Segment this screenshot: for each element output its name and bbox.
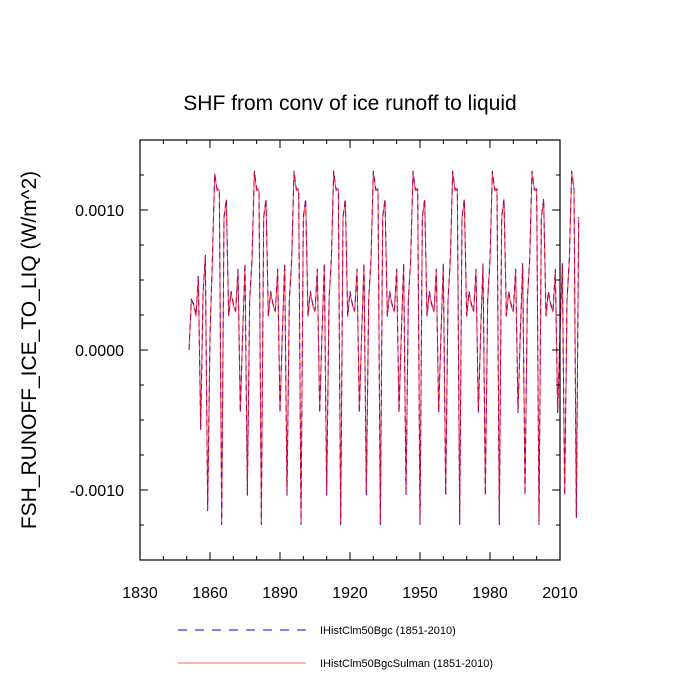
x-tick-label: 1860 <box>192 585 228 602</box>
legend-label: IHistClm50Bgc (1851-2010) <box>320 625 456 637</box>
x-axis: 1830 1860 1890 1920 1950 1980 2010 <box>122 140 578 602</box>
chart-title: SHF from conv of ice runoff to liquid <box>183 92 516 115</box>
series-line-2 <box>188 172 580 524</box>
x-tick-label: 1920 <box>332 585 368 602</box>
y-axis-label: FSH_RUNOFF_ICE_TO_LIQ (W/m^2) <box>18 171 41 529</box>
legend-label: IHistClm50BgcSulman (1851-2010) <box>320 658 493 670</box>
x-tick-label: 1830 <box>122 585 158 602</box>
y-axis: -0.0010 0.0000 0.0010 <box>70 139 560 561</box>
y-tick-label: -0.0010 <box>70 483 124 500</box>
x-tick-label: 1890 <box>262 585 298 602</box>
y-tick-label: 0.0010 <box>75 203 124 220</box>
x-tick-label: 2010 <box>542 585 578 602</box>
y-tick-label: 0.0000 <box>75 343 124 360</box>
series-layer <box>188 170 580 526</box>
legend: IHistClm50Bgc (1851-2010) IHistClm50BgcSu… <box>178 625 493 670</box>
x-tick-label: 1950 <box>402 585 438 602</box>
x-tick-label: 1980 <box>472 585 508 602</box>
